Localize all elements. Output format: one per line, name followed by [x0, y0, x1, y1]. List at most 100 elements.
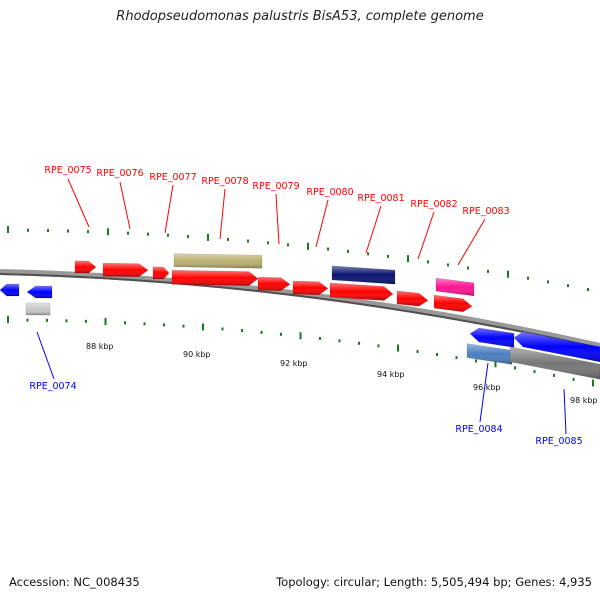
leader-line — [563, 388, 567, 435]
leader-line — [36, 331, 55, 380]
major-tick — [7, 226, 9, 234]
gene-label[interactable]: RPE_0082 — [410, 199, 457, 210]
leader-line — [315, 199, 329, 248]
gene-feature[interactable] — [509, 346, 600, 380]
gene-feature[interactable] — [152, 266, 170, 280]
minor-tick — [26, 318, 29, 322]
gene-feature[interactable] — [102, 263, 149, 277]
gene-feature[interactable] — [396, 290, 429, 307]
leader-lines-layer — [36, 178, 567, 435]
gene-feature[interactable] — [435, 277, 475, 297]
minor-tick — [587, 288, 589, 292]
minor-tick — [182, 324, 185, 328]
scale-label: 90 kbp — [183, 350, 211, 359]
gene-feature-shade — [75, 260, 96, 274]
major-tick — [407, 255, 409, 263]
genome-summary: Topology: circular; Length: 5,505,494 bp… — [276, 575, 592, 589]
gene-feature[interactable] — [74, 260, 97, 274]
tick-marks-layer — [7, 226, 594, 387]
minor-tick — [241, 329, 243, 333]
minor-tick — [527, 276, 529, 280]
minor-tick — [124, 321, 126, 325]
minor-tick — [147, 232, 149, 236]
gene-feature-shade — [103, 263, 148, 277]
minor-tick — [367, 252, 369, 256]
gene-feature[interactable] — [513, 331, 600, 363]
scale-label: 96 kbp — [473, 383, 501, 392]
gene-label[interactable]: RPE_0074 — [29, 381, 76, 392]
gene-feature-shade — [510, 346, 600, 380]
gene-feature[interactable] — [433, 294, 473, 313]
major-tick — [507, 270, 509, 278]
gene-feature[interactable] — [466, 343, 513, 365]
minor-tick — [436, 352, 438, 356]
gene-feature[interactable] — [292, 280, 329, 296]
gene-label[interactable]: RPE_0084 — [455, 424, 502, 435]
minor-tick — [475, 359, 477, 363]
gene-feature-shade — [514, 331, 600, 362]
gene-feature-shade — [172, 270, 258, 286]
minor-tick — [447, 263, 449, 267]
gene-label[interactable]: RPE_0083 — [462, 206, 509, 217]
major-tick — [207, 233, 209, 241]
gene-feature[interactable] — [26, 285, 53, 299]
major-tick — [104, 318, 107, 326]
scale-label: 92 kbp — [280, 359, 308, 368]
gene-feature-shade — [436, 278, 474, 296]
gene-feature[interactable] — [469, 327, 515, 348]
minor-tick — [327, 247, 329, 251]
minor-tick — [514, 366, 516, 370]
major-tick — [397, 344, 399, 352]
labels-layer: 88 kbp 90 kbp 92 kbp 94 kbp 96 kbp 98 kbp RPE_… — [29, 165, 597, 447]
leader-line — [119, 181, 131, 230]
minor-tick — [127, 231, 129, 235]
gene-label[interactable]: RPE_0076 — [96, 168, 143, 179]
gene-feature-shade — [434, 295, 472, 312]
minor-tick — [163, 323, 165, 327]
gene-label[interactable]: RPE_0080 — [306, 187, 353, 198]
gene-feature[interactable] — [25, 302, 51, 316]
gene-feature[interactable] — [257, 276, 291, 291]
gene-feature[interactable] — [329, 282, 394, 301]
major-tick — [307, 242, 309, 250]
leader-line — [219, 188, 226, 240]
gene-feature-shade — [153, 266, 169, 280]
minor-tick — [416, 349, 419, 353]
gene-feature[interactable] — [171, 270, 259, 286]
minor-tick — [67, 229, 69, 233]
gene-feature-shade — [258, 277, 290, 291]
gene-label[interactable]: RPE_0085 — [535, 436, 582, 447]
leader-line — [479, 362, 489, 423]
minor-tick — [338, 339, 341, 343]
gene-label[interactable]: RPE_0081 — [357, 193, 404, 204]
gene-label[interactable]: RPE_0075 — [44, 165, 91, 176]
gene-label[interactable]: RPE_0078 — [201, 176, 248, 187]
minor-tick — [358, 341, 360, 345]
leader-line — [365, 205, 382, 254]
gene-label[interactable]: RPE_0079 — [252, 181, 299, 192]
gene-feature[interactable] — [331, 265, 396, 285]
backbone-edge — [0, 273, 600, 349]
minor-tick — [567, 284, 569, 288]
minor-tick — [65, 319, 68, 323]
minor-tick — [387, 254, 389, 258]
major-tick — [592, 379, 594, 387]
gene-label[interactable]: RPE_0077 — [149, 172, 196, 183]
minor-tick — [85, 319, 87, 323]
major-tick — [107, 228, 109, 236]
leader-line — [457, 218, 486, 266]
gene-feature-shade — [397, 290, 428, 307]
minor-tick — [427, 260, 429, 264]
minor-tick — [27, 228, 29, 232]
major-tick — [299, 332, 302, 340]
gene-feature[interactable] — [173, 253, 263, 269]
minor-tick — [143, 322, 146, 326]
accession-label: Accession: NC_008435 — [9, 575, 140, 589]
gene-feature[interactable] — [0, 283, 20, 297]
minor-tick — [487, 269, 489, 273]
leader-line — [417, 211, 435, 260]
gene-feature-shade — [332, 265, 395, 285]
minor-tick — [572, 377, 575, 381]
minor-tick — [87, 230, 89, 234]
minor-tick — [455, 356, 458, 360]
